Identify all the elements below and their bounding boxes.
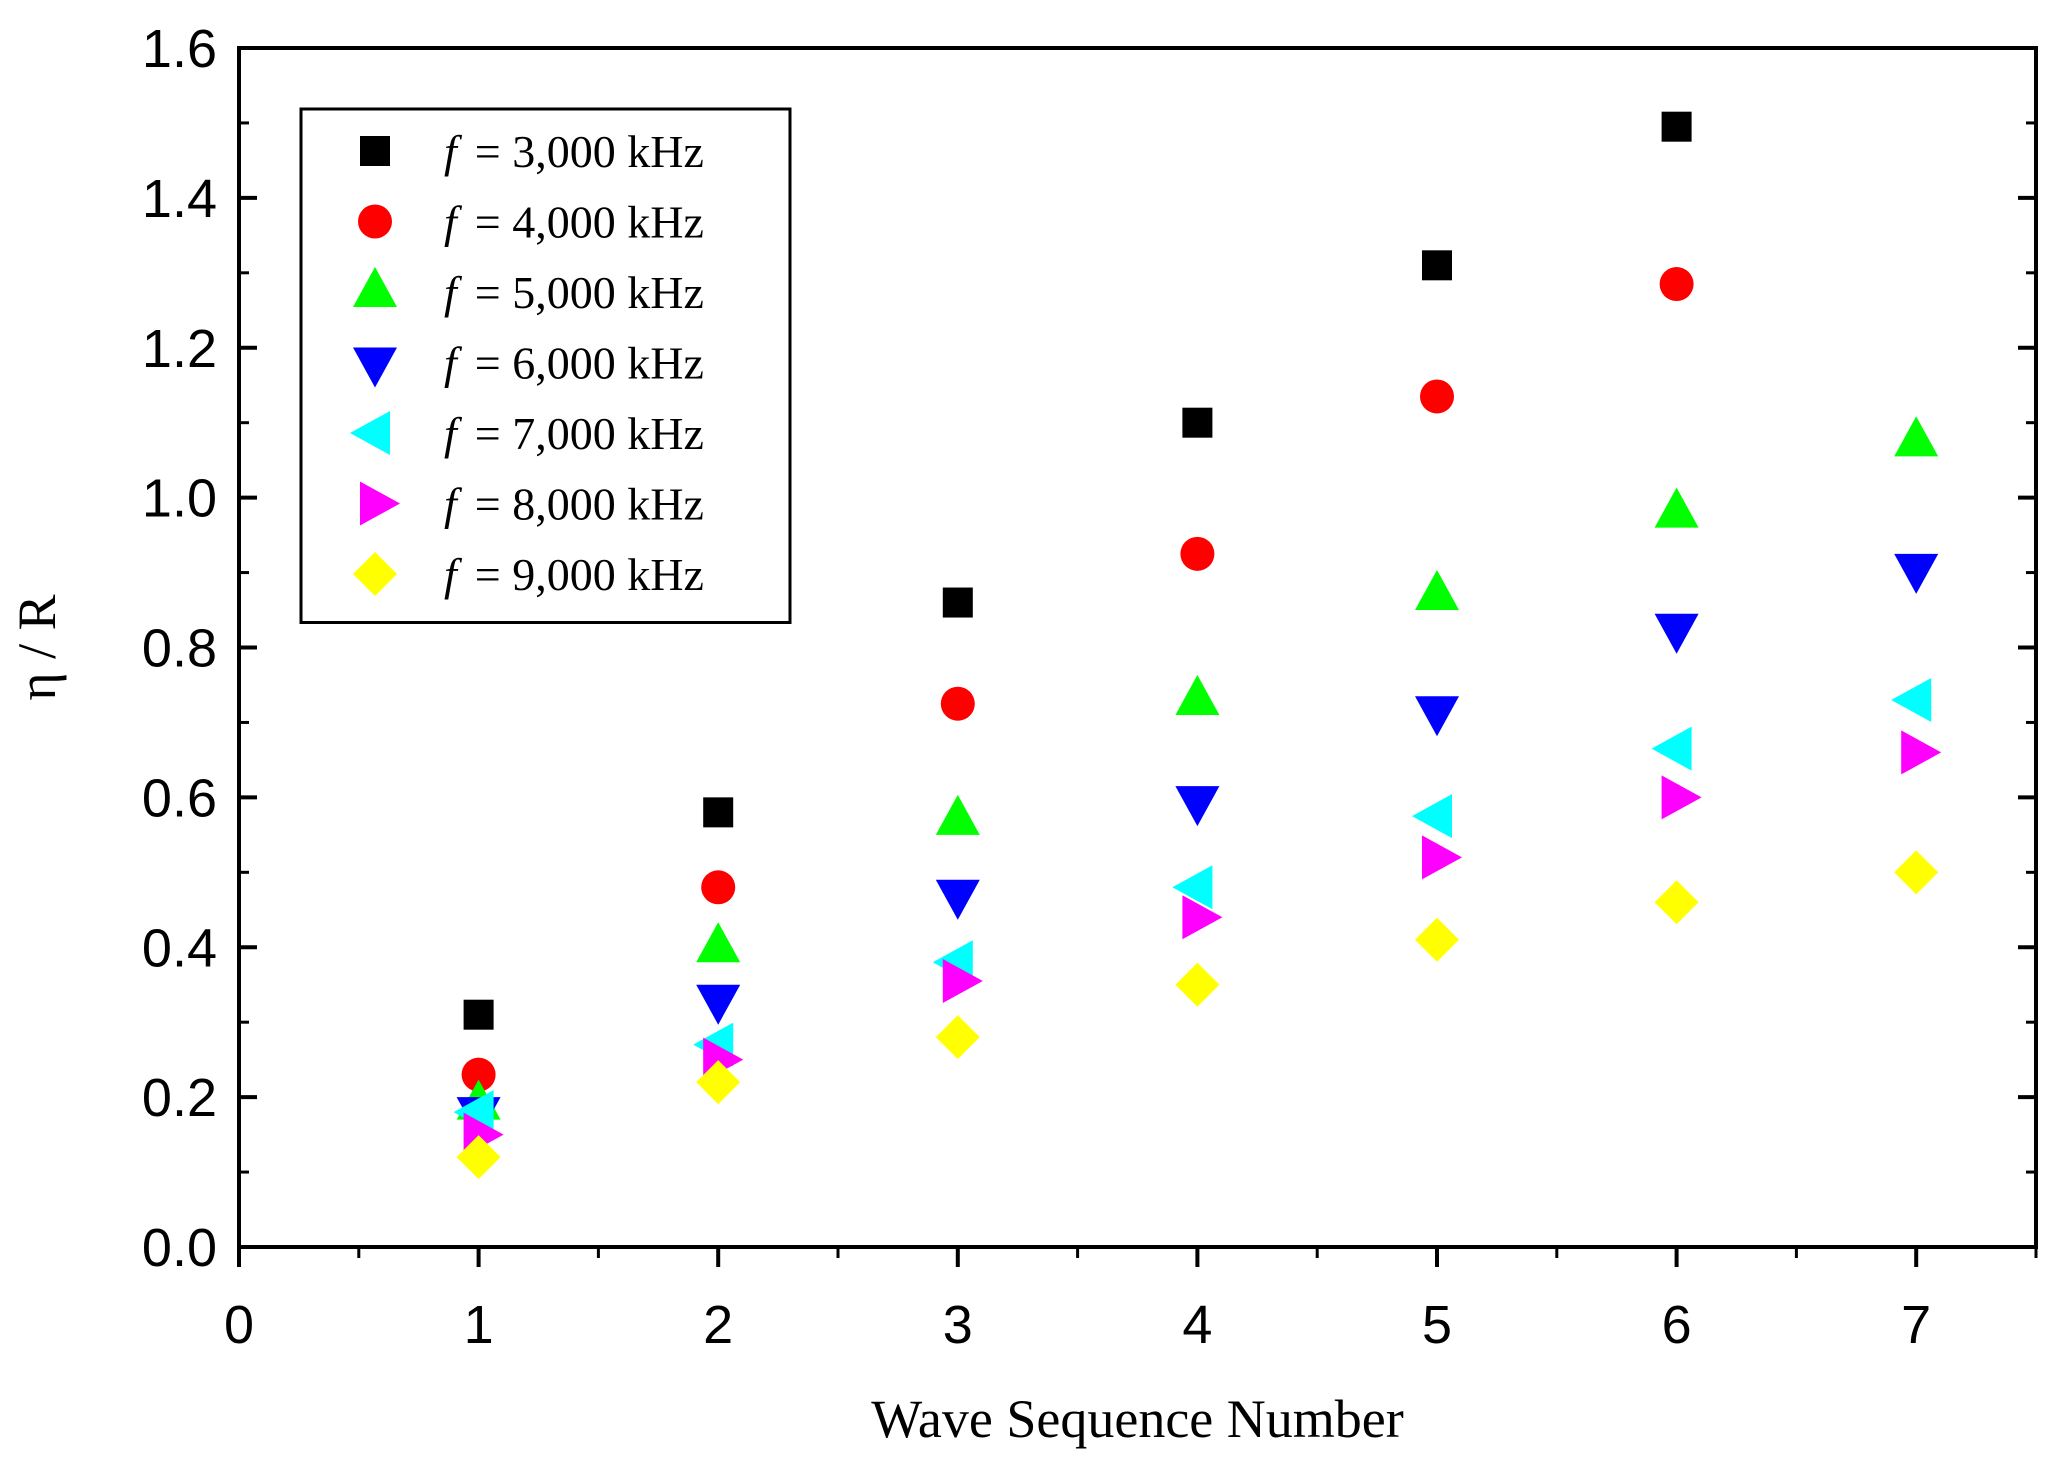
data-points bbox=[453, 111, 1942, 1180]
legend-item: f = 4,000 kHz bbox=[358, 197, 704, 248]
series-2 bbox=[461, 267, 1694, 1092]
data-point bbox=[1422, 835, 1462, 880]
data-point bbox=[701, 870, 736, 905]
data-point bbox=[935, 794, 980, 835]
legend-item: f = 8,000 kHz bbox=[360, 479, 704, 530]
data-point bbox=[1415, 917, 1459, 962]
data-point bbox=[696, 1060, 741, 1105]
y-tick-label: 0.6 bbox=[142, 768, 217, 828]
data-point bbox=[1661, 111, 1692, 142]
data-point bbox=[1894, 416, 1939, 457]
legend-item: f = 3,000 kHz bbox=[360, 126, 704, 177]
legend-marker bbox=[353, 267, 397, 307]
data-point bbox=[1654, 487, 1699, 528]
data-point bbox=[1891, 677, 1932, 722]
legend-label: f = 8,000 kHz bbox=[444, 479, 704, 530]
x-axis-title: Wave Sequence Number bbox=[871, 1389, 1403, 1449]
data-point bbox=[935, 879, 980, 920]
x-tick-label: 4 bbox=[1182, 1295, 1212, 1355]
data-point bbox=[1175, 786, 1220, 827]
legend-marker bbox=[350, 411, 390, 455]
data-point bbox=[1175, 674, 1220, 715]
legend-value: = 3,000 kHz bbox=[475, 126, 704, 177]
data-point bbox=[1180, 536, 1215, 571]
x-tick-label: 6 bbox=[1662, 1295, 1692, 1355]
y-tick-label: 1.6 bbox=[142, 19, 217, 79]
legend-marker bbox=[360, 136, 390, 166]
x-tick-label: 2 bbox=[703, 1295, 733, 1355]
series-5 bbox=[453, 677, 1932, 1135]
data-point bbox=[1661, 775, 1702, 820]
data-point bbox=[1659, 267, 1694, 302]
data-point bbox=[1182, 407, 1213, 438]
data-point bbox=[696, 984, 741, 1025]
data-point bbox=[1412, 794, 1452, 839]
data-point bbox=[1901, 730, 1942, 775]
legend-label: f = 9,000 kHz bbox=[444, 549, 704, 600]
data-point bbox=[696, 922, 741, 963]
x-tick-label: 7 bbox=[1901, 1295, 1931, 1355]
legend-marker bbox=[360, 481, 400, 526]
legend-value: = 7,000 kHz bbox=[475, 408, 704, 459]
legend-value: = 8,000 kHz bbox=[475, 479, 704, 530]
legend-marker bbox=[353, 347, 397, 388]
data-point bbox=[942, 587, 973, 618]
legend-value: = 4,000 kHz bbox=[475, 197, 704, 248]
legend: f = 3,000 kHz f = 4,000 kHz f = 5,000 kHz f = 6… bbox=[299, 107, 792, 624]
data-point bbox=[1420, 379, 1454, 414]
data-point bbox=[940, 686, 975, 721]
data-point bbox=[1654, 613, 1699, 654]
legend-label: f = 7,000 kHz bbox=[444, 408, 704, 459]
x-tick-label: 5 bbox=[1422, 1295, 1452, 1355]
x-axis-ticks: 0 1 2 3 4 5 6 7 bbox=[224, 1247, 2038, 1355]
data-point bbox=[456, 1135, 501, 1180]
x-tick-label: 1 bbox=[464, 1295, 494, 1355]
data-point bbox=[1182, 895, 1223, 940]
data-point bbox=[1894, 850, 1939, 895]
legend-item: f = 5,000 kHz bbox=[353, 267, 704, 318]
y-tick-label: 0.4 bbox=[142, 918, 217, 978]
legend-label: f = 4,000 kHz bbox=[444, 197, 704, 248]
data-point bbox=[1654, 880, 1699, 925]
legend-label: f = 5,000 kHz bbox=[444, 267, 704, 318]
plot-area-frame bbox=[237, 46, 2038, 1249]
data-point bbox=[1172, 865, 1213, 910]
data-point bbox=[935, 1015, 980, 1060]
data-point bbox=[463, 999, 494, 1030]
data-point bbox=[1894, 553, 1939, 594]
y-axis-ticks: 0.0 0.2 0.4 0.6 0.8 1.0 1.2 1.4 1.6 bbox=[142, 19, 2036, 1278]
data-point bbox=[1415, 696, 1459, 737]
series-1 bbox=[463, 111, 1692, 1030]
x-tick-label: 3 bbox=[943, 1295, 973, 1355]
y-tick-label: 1.2 bbox=[142, 319, 217, 379]
series-3 bbox=[456, 416, 1939, 1120]
y-tick-label: 0.0 bbox=[142, 1218, 217, 1278]
data-point bbox=[461, 1057, 496, 1092]
data-point bbox=[1422, 250, 1452, 281]
legend-value: = 9,000 kHz bbox=[475, 549, 704, 600]
data-point bbox=[703, 797, 734, 828]
y-tick-label: 1.4 bbox=[142, 169, 217, 229]
series-4 bbox=[456, 553, 1939, 1138]
y-tick-label: 0.2 bbox=[142, 1068, 217, 1128]
data-point bbox=[1651, 726, 1692, 771]
data-point bbox=[453, 1090, 494, 1135]
legend-marker bbox=[353, 552, 397, 596]
legend-item: f = 6,000 kHz bbox=[353, 338, 704, 389]
y-tick-label: 0.8 bbox=[142, 619, 217, 679]
legend-value: = 6,000 kHz bbox=[475, 338, 704, 389]
legend-marker bbox=[358, 204, 392, 239]
y-tick-label: 1.0 bbox=[142, 469, 217, 529]
data-point bbox=[1175, 962, 1220, 1007]
y-axis-title: η / R bbox=[7, 594, 67, 700]
legend-value: = 5,000 kHz bbox=[475, 267, 704, 318]
series-7 bbox=[456, 850, 1939, 1180]
legend-label: f = 6,000 kHz bbox=[444, 338, 704, 389]
x-tick-label: 0 bbox=[224, 1295, 254, 1355]
data-point bbox=[942, 958, 983, 1003]
data-point bbox=[1415, 570, 1459, 611]
legend-label: f = 3,000 kHz bbox=[444, 126, 704, 177]
